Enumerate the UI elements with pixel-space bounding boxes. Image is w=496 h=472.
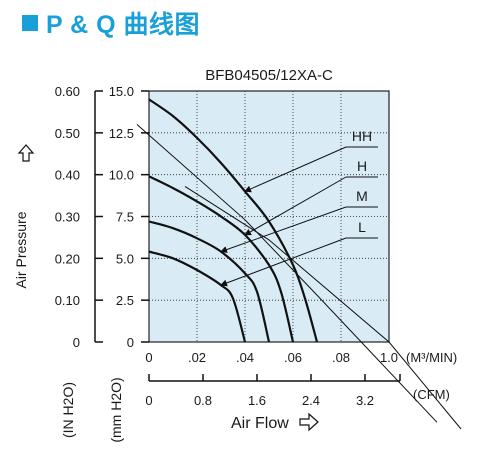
x-primary-tick-label: 1.0 (380, 350, 398, 365)
y-axis-inh2o: 0.60 0.50 0.40 0.30 0.20 0.10 0 (55, 84, 103, 350)
x-secondary-tick-label: 3.2 (356, 393, 374, 408)
x-secondary-tick-label: 2.4 (302, 393, 320, 408)
legend-label-l: L (358, 219, 366, 235)
y-axis-arrow-icon (17, 144, 35, 162)
x-secondary-tick-label: 0.8 (194, 393, 212, 408)
y-inh2o-tick-label: 0.10 (55, 293, 80, 308)
pq-curve-h (148, 175, 295, 343)
legend-label-h: H (357, 158, 367, 174)
legend-arrow (244, 146, 347, 193)
x-axis-label: Air Flow (231, 415, 289, 432)
page-header: P & Q 曲线图 (22, 6, 200, 40)
x-axis-arrow-icon (299, 412, 319, 432)
y-mmh2o-tick-label: 0 (127, 335, 134, 350)
x-primary-tick-label: .06 (284, 350, 302, 365)
y-inh2o-tick-label: 0.40 (55, 168, 80, 183)
system-impedance-line (136, 124, 438, 423)
y-inh2o-tick-label: 0 (73, 335, 80, 350)
plot-grid (149, 91, 389, 342)
y-mmh2o-tick-label: 15.0 (109, 84, 134, 99)
x-axis-primary: 0 .02 .04 .06 .08 1.0 (145, 350, 398, 365)
y-inh2o-tick-label: 0.50 (55, 126, 80, 141)
legend-arrow (220, 237, 347, 287)
legend-arrow (244, 176, 347, 236)
x-secondary-tick-label: 0 (145, 393, 152, 408)
y-mmh2o-tick-label: 7.5 (116, 210, 134, 225)
y-inh2o-tick-label: 0.30 (55, 210, 80, 225)
y-mmh2o-tick-label: 10.0 (109, 168, 134, 183)
y-mmh2o-unit: (mm H2O) (108, 377, 124, 442)
x-primary-tick-label: 0 (145, 350, 152, 365)
header-square-icon (22, 15, 38, 31)
legend-label-m: M (356, 188, 368, 204)
page-title: P & Q 曲线图 (46, 11, 201, 39)
y-axis-label: Air Pressure (13, 211, 29, 288)
y-inh2o-unit: (IN H2O) (60, 382, 76, 438)
legend-label-hh: HH (352, 128, 372, 144)
x-primary-unit: (M³/MIN) (406, 350, 457, 365)
y-mmh2o-tick-label: 5.0 (116, 251, 134, 266)
x-primary-tick-label: .02 (188, 350, 206, 365)
x-secondary-tick-label: 1.6 (248, 393, 266, 408)
y-axis-mmh2o: 15.0 12.5 10.0 7.5 5.0 2.5 0 (109, 84, 149, 350)
x-primary-tick-label: .08 (332, 350, 350, 365)
x-axis-secondary: 0 0.8 1.6 2.4 3.2 (145, 374, 401, 408)
pq-curve-l (148, 250, 247, 343)
chart-title: BFB04505/12XA-C (205, 67, 333, 84)
x-secondary-unit: (CFM) (413, 387, 450, 402)
y-mmh2o-tick-label: 2.5 (116, 293, 134, 308)
y-mmh2o-tick-label: 12.5 (109, 126, 134, 141)
y-inh2o-tick-label: 0.20 (55, 251, 80, 266)
y-inh2o-tick-label: 0.60 (55, 84, 80, 99)
system-impedance-line (184, 185, 462, 430)
x-primary-tick-label: .04 (236, 350, 254, 365)
legend-arrow (220, 206, 347, 253)
